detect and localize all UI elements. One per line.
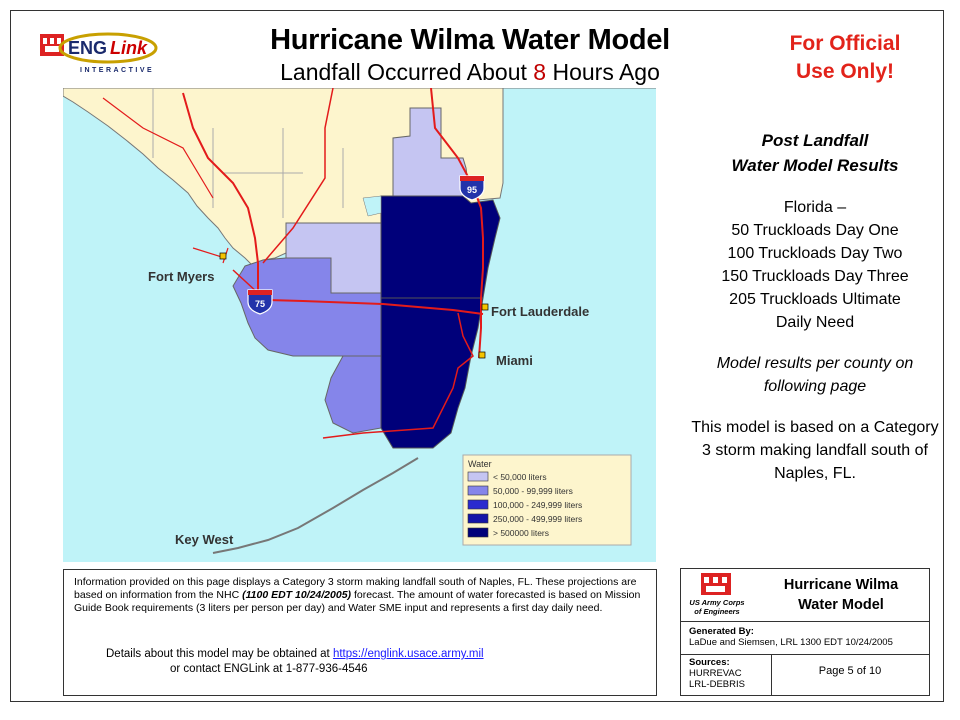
info-text-b: forecast. The amount of water forecasted… xyxy=(74,589,641,614)
secondary-roads xyxy=(232,88,474,439)
title-block-header: Hurricane Wilma Water Model Landfall Occ… xyxy=(200,22,740,86)
results-day-one: 50 Truckloads Day One xyxy=(731,222,899,239)
lake xyxy=(362,195,382,217)
county-lines xyxy=(152,88,344,218)
results-basis: This model is based on a Category 3 stor… xyxy=(691,419,939,482)
official-use-notice: For Official Use Only! xyxy=(770,30,920,86)
info-text-a: Information provided on this page displa… xyxy=(74,576,637,601)
subtitle-pre: Landfall Occurred About xyxy=(280,59,534,85)
results-ultimate-2: Daily Need xyxy=(775,314,855,331)
generated-value: LaDue and Siemsen, LRL 1300 EDT 10/24/20… xyxy=(689,637,893,648)
source-1: HURREVAC xyxy=(689,668,742,679)
results-note: Model results per county on following pa… xyxy=(716,355,914,395)
legend-swatch xyxy=(467,485,489,496)
page-frame xyxy=(10,10,944,702)
info-details: Details about this model may be obtained… xyxy=(106,647,626,677)
logo-sub: INTERACTIVE xyxy=(80,67,154,74)
county-dark-2 xyxy=(380,297,484,449)
i75-road xyxy=(182,92,484,315)
official-line-1: For Official xyxy=(789,32,901,55)
sources-label: Sources: xyxy=(689,657,730,668)
tb-title-1: Hurricane Wilma xyxy=(783,577,899,593)
label-fort-myers: Fort Myers xyxy=(148,269,214,284)
legend-swatch xyxy=(467,471,489,482)
i95-shield: 95 xyxy=(459,175,485,201)
mainland-north xyxy=(63,88,656,267)
florida-keys xyxy=(212,457,419,554)
details-pre: Details about this model may be obtained… xyxy=(106,648,333,660)
results-state: Florida – xyxy=(783,199,847,216)
subtitle-hours: 8 xyxy=(533,59,547,85)
florida-map: 95 75 Fort Myers Fort Lauderdale Miami K… xyxy=(63,88,656,562)
legend-swatch xyxy=(467,527,489,538)
results-ultimate-1: 205 Truckloads Ultimate xyxy=(729,291,901,308)
i95-label: 95 xyxy=(467,185,477,195)
corps-line-2: of Engineers xyxy=(694,607,739,616)
legend-label: 100,000 - 249,999 liters xyxy=(493,500,582,510)
legend-label: < 50,000 liters xyxy=(493,472,547,482)
label-fort-lauderdale: Fort Lauderdale xyxy=(491,304,589,319)
generated-label: Generated By: xyxy=(689,626,754,637)
official-line-2: Use Only! xyxy=(795,60,895,83)
sources: Sources: HURREVAC LRL-DEBRIS xyxy=(689,657,769,690)
subtitle-post: Hours Ago xyxy=(546,59,660,85)
title-block-title: Hurricane Wilma Water Model xyxy=(757,575,925,615)
info-text-bold: (1100 EDT 10/24/2005) xyxy=(242,589,352,601)
title-block: US Army Corps of Engineers Hurricane Wil… xyxy=(680,568,930,696)
source-2: LRL-DEBRIS xyxy=(689,679,745,690)
englink-url-link[interactable]: https://englink.usace.army.mil xyxy=(332,648,484,660)
i75-shield: 75 xyxy=(247,289,273,315)
logo-link: Link xyxy=(110,38,148,58)
details-contact: or contact ENGLink at 1-877-936-4546 xyxy=(170,663,368,675)
label-miami: Miami xyxy=(496,353,533,368)
corps-line-1: US Army Corps xyxy=(689,598,744,607)
page-number: Page 5 of 10 xyxy=(818,665,882,677)
generated-by: Generated By: LaDue and Siemsen, LRL 130… xyxy=(689,626,893,648)
legend-label: 50,000 - 99,999 liters xyxy=(493,486,573,496)
page-subtitle: Landfall Occurred About 8 Hours Ago xyxy=(200,58,740,86)
i75-label: 75 xyxy=(255,299,265,309)
legend-swatch xyxy=(467,513,489,524)
englink-logo: ENG Link INTERACTIVE xyxy=(40,30,160,80)
info-box: Information provided on this page displa… xyxy=(63,569,657,696)
tb-title-2: Water Model xyxy=(798,597,884,613)
results-day-two: 100 Truckloads Day Two xyxy=(727,245,903,262)
info-paragraph: Information provided on this page displa… xyxy=(74,576,644,615)
legend-swatch xyxy=(467,499,489,510)
page-title: Hurricane Wilma Water Model xyxy=(270,24,670,56)
i95-road xyxy=(430,88,484,359)
results-day-three: 150 Truckloads Day Three xyxy=(721,268,909,285)
results-heading-2: Water Model Results xyxy=(731,156,899,175)
legend-label: 250,000 - 499,999 liters xyxy=(493,514,582,524)
map-legend: Water < 50,000 liters 50,000 - 99,999 lit… xyxy=(462,454,632,546)
miami-marker xyxy=(478,351,486,359)
logo-eng: ENG xyxy=(68,38,107,58)
fort-lauderdale-marker xyxy=(481,303,489,311)
results-heading-1: Post Landfall xyxy=(761,131,869,150)
fort-myers-marker xyxy=(219,252,227,260)
legend-label: > 500000 liters xyxy=(493,528,549,538)
results-panel: Post Landfall Water Model Results Florid… xyxy=(686,128,944,485)
legend-title: Water xyxy=(468,459,492,469)
label-key-west: Key West xyxy=(175,532,234,547)
usace-logo: US Army Corps of Engineers xyxy=(687,573,747,617)
